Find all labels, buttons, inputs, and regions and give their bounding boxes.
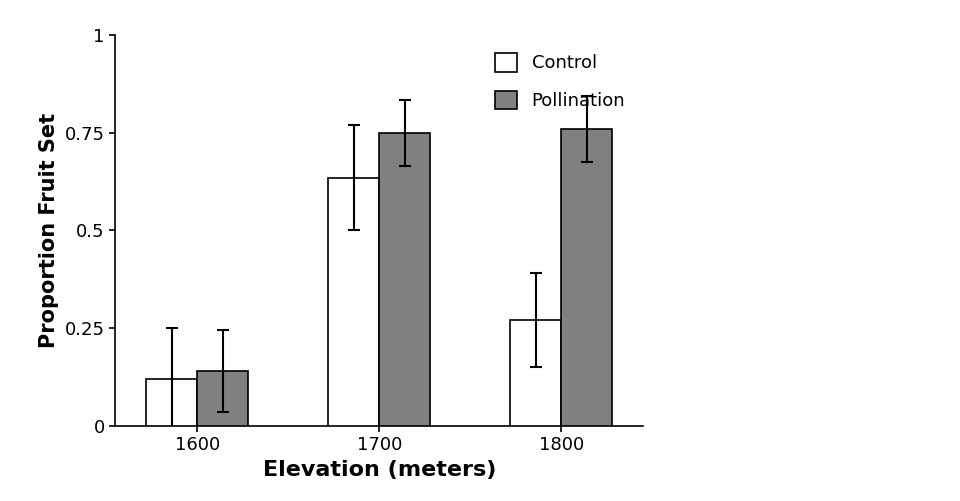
Bar bbox=[562, 129, 612, 426]
Bar bbox=[146, 379, 197, 426]
X-axis label: Elevation (meters): Elevation (meters) bbox=[262, 460, 496, 480]
Y-axis label: Proportion Fruit Set: Proportion Fruit Set bbox=[39, 113, 60, 348]
Bar bbox=[197, 371, 248, 426]
Bar bbox=[379, 133, 430, 426]
Bar bbox=[511, 320, 562, 426]
Legend: Control, Pollination: Control, Pollination bbox=[487, 44, 635, 119]
Bar bbox=[328, 178, 379, 426]
